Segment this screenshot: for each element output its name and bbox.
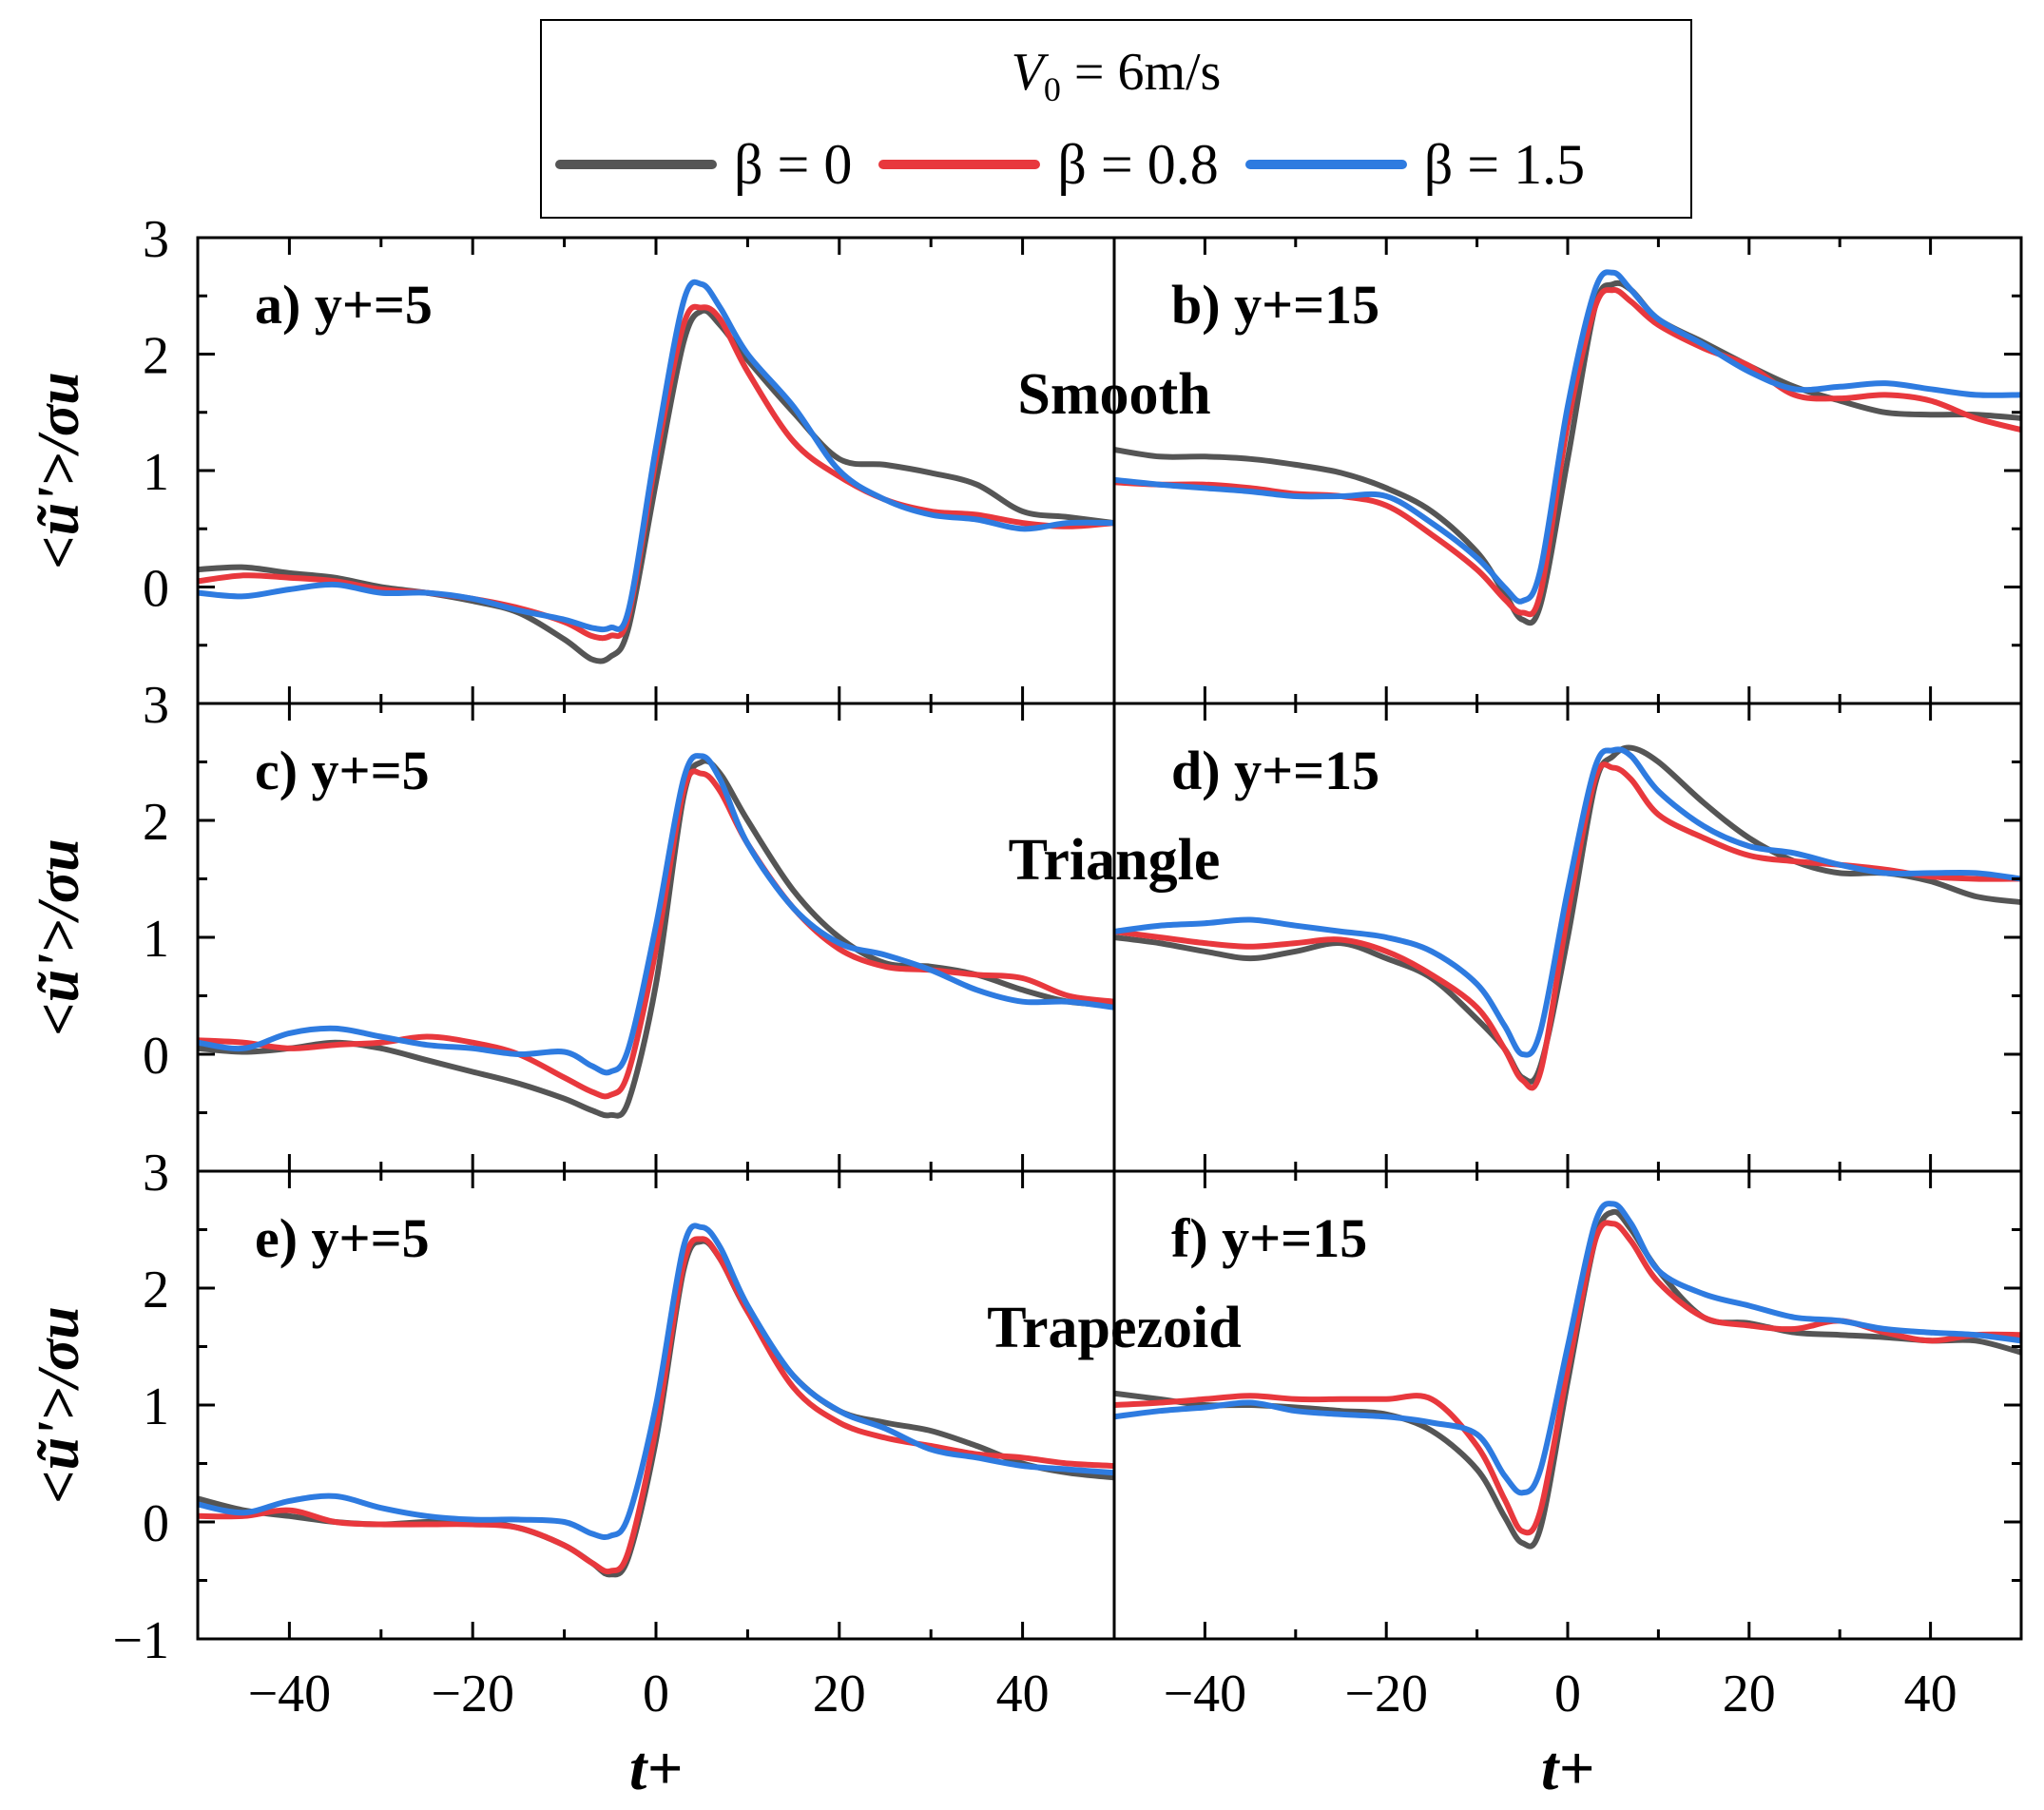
x-tick-label: 40 <box>1904 1665 1957 1723</box>
x-tick-label: 40 <box>996 1665 1050 1723</box>
legend: V0 = 6m/s β = 0 β = 0.8 β = 1.5 <box>540 19 1692 219</box>
y-tick-label: 1 <box>143 443 169 502</box>
panel-d: d) y+=15 <box>1112 702 2023 1173</box>
series-line-beta-1-5 <box>198 753 1114 1076</box>
panel-series-group <box>1114 744 2021 1091</box>
panel-label-d: d) y+=15 <box>1171 740 1379 801</box>
y-tick-label: 2 <box>143 1261 169 1319</box>
row-label-smooth: Smooth <box>1017 362 1210 427</box>
panel-label-e: e) y+=5 <box>255 1207 430 1269</box>
legend-label-beta-1-5: β = 1.5 <box>1423 133 1586 196</box>
panel-c: c) y+=5 <box>196 702 1116 1173</box>
legend-swatch-beta-0 <box>555 160 717 169</box>
series-line-beta-1-5 <box>1114 269 2021 605</box>
panel-f: f) y+=15 <box>1112 1169 2023 1641</box>
y-tick-label: 0 <box>143 1494 169 1553</box>
panel-series-group <box>198 753 1114 1119</box>
series-line-beta-0-8 <box>198 303 1114 642</box>
panel-e: e) y+=5 <box>196 1169 1116 1641</box>
row-label-trapezoid: Trapezoid <box>987 1296 1242 1360</box>
y-tick-label: 1 <box>143 910 169 969</box>
panel-label-b: b) y+=15 <box>1171 274 1379 336</box>
x-axis-label: t+ <box>629 1734 683 1803</box>
y-tick-label: 0 <box>143 1027 169 1086</box>
panel-b: b) y+=15 <box>1112 236 2023 705</box>
legend-title-value: = 6m/s <box>1060 43 1222 102</box>
row-label-triangle: Triangle <box>1009 828 1221 893</box>
legend-title: V0 = 6m/s <box>542 42 1690 120</box>
y-tick-label: 2 <box>143 327 169 386</box>
x-tick-label: −20 <box>1344 1665 1428 1723</box>
y-tick-label: 0 <box>143 560 169 619</box>
series-line-beta-0 <box>1114 744 2021 1085</box>
panel-label-f: f) y+=15 <box>1171 1207 1367 1269</box>
series-line-beta-1-5 <box>1114 746 2021 1058</box>
y-tick-label: 3 <box>143 676 169 735</box>
panel-series-group <box>1114 269 2021 626</box>
legend-label-beta-0: β = 0 <box>734 133 853 196</box>
panel-series-group <box>1114 1201 2021 1550</box>
legend-item-beta-0: β = 0 <box>555 134 852 195</box>
x-axis-label: t+ <box>1541 1734 1594 1803</box>
series-line-beta-1-5 <box>198 1223 1114 1541</box>
series-line-beta-0 <box>198 307 1114 664</box>
legend-swatch-beta-0-8 <box>878 160 1041 169</box>
y-tick-label: 1 <box>143 1377 169 1436</box>
panel-label-c: c) y+=5 <box>255 740 430 801</box>
x-tick-label: −20 <box>431 1665 514 1723</box>
legend-label-beta-0-8: β = 0.8 <box>1057 133 1219 196</box>
legend-swatch-beta-1-5 <box>1244 160 1407 169</box>
legend-items: β = 0 β = 0.8 β = 1.5 <box>555 131 1611 198</box>
panel-label-a: a) y+=5 <box>255 274 433 336</box>
x-tick-label: −40 <box>1164 1665 1247 1723</box>
y-axis-label: <ũ'>/σu <box>27 1306 91 1504</box>
legend-title-variable: V <box>1011 43 1044 102</box>
series-line-beta-1-5 <box>198 279 1114 633</box>
x-tick-label: 20 <box>1723 1665 1776 1723</box>
y-axis-label: <ũ'>/σu <box>27 838 91 1036</box>
series-line-beta-0-8 <box>1114 1220 2021 1536</box>
y-tick-label: 2 <box>143 793 169 852</box>
panel-series-group <box>198 279 1114 664</box>
panel-a: a) y+=5 <box>196 236 1116 705</box>
x-tick-label: 20 <box>813 1665 866 1723</box>
y-axis-label: <ũ'>/σu <box>27 372 91 569</box>
panel-series-group <box>198 1223 1114 1578</box>
x-tick-label: −40 <box>248 1665 332 1723</box>
legend-title-subscript: 0 <box>1043 70 1061 109</box>
y-tick-label: −1 <box>112 1611 169 1670</box>
y-tick-label: 3 <box>143 1144 169 1203</box>
y-tick-label: 3 <box>143 210 169 269</box>
x-tick-label: 0 <box>643 1665 669 1723</box>
legend-item-beta-0-8: β = 0.8 <box>878 133 1219 196</box>
series-line-beta-1-5 <box>1114 1201 2021 1496</box>
x-tick-label: 0 <box>1554 1665 1581 1723</box>
legend-item-beta-1-5: β = 1.5 <box>1244 133 1586 196</box>
series-line-beta-0-8 <box>1114 761 2021 1091</box>
